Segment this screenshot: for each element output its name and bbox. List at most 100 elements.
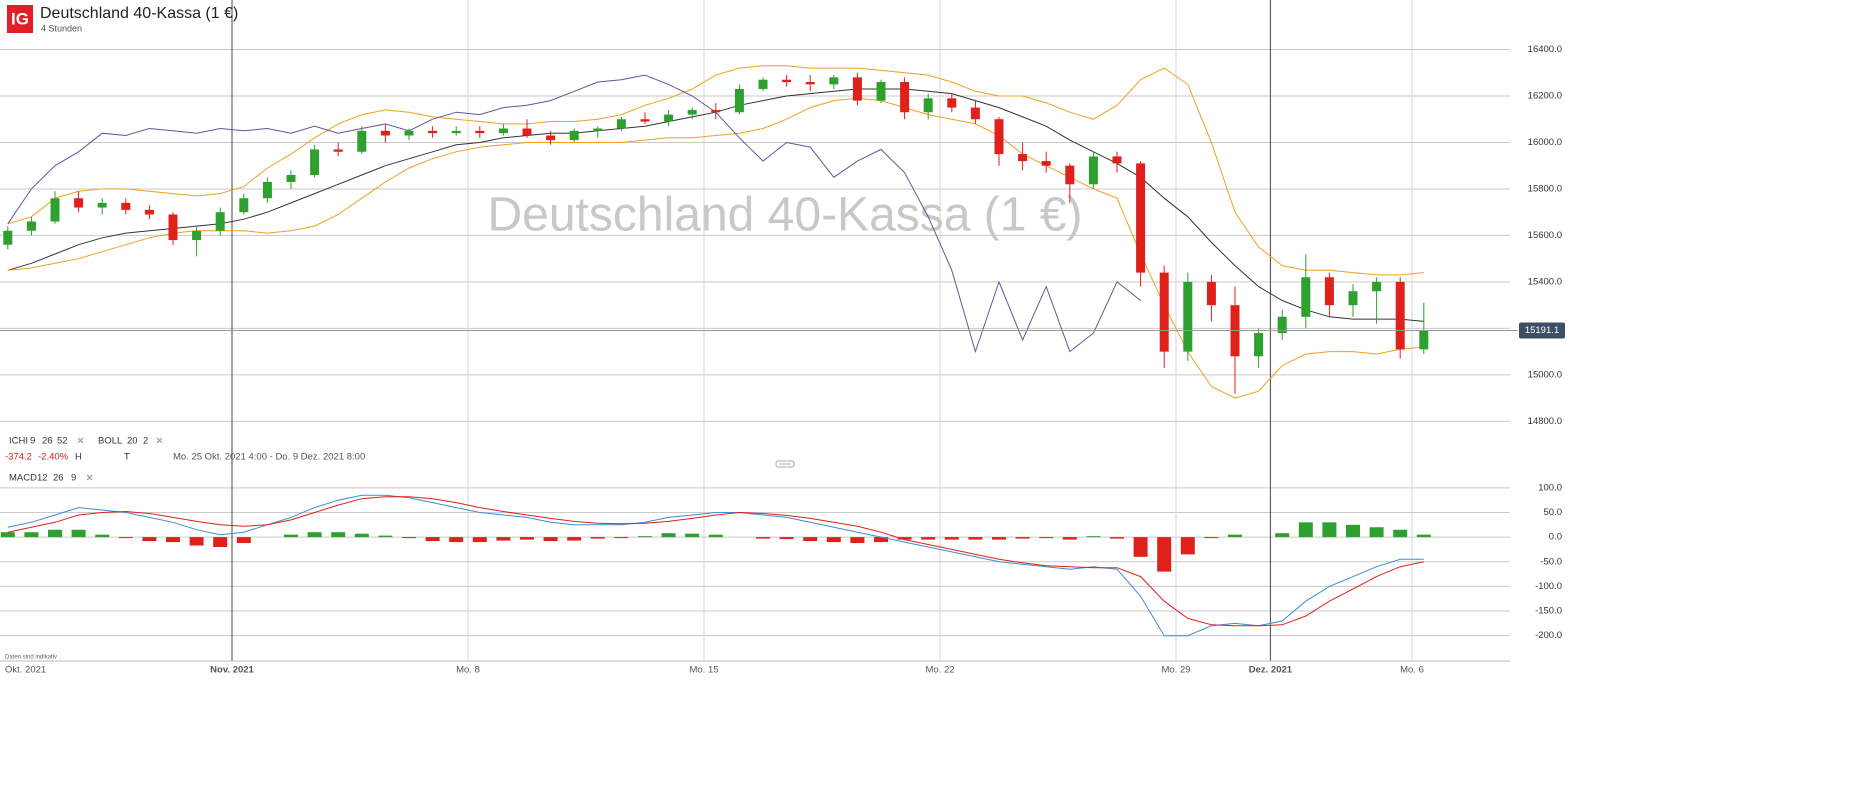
y-tick-label: 50.0	[1544, 507, 1563, 518]
candle-body	[758, 79, 768, 89]
remove-indicator[interactable]	[156, 437, 163, 444]
candle-body	[852, 77, 862, 101]
histogram-bar	[472, 537, 487, 543]
histogram-bar	[968, 537, 983, 540]
histogram-bar	[1346, 524, 1360, 538]
candle-body	[404, 130, 414, 136]
candle-body	[286, 175, 296, 182]
y-tick-label: 16000.0	[1528, 137, 1562, 148]
histogram-bar	[71, 529, 86, 538]
candle-body	[1348, 291, 1358, 306]
candle-body	[640, 119, 650, 122]
indicator-param: 52	[57, 436, 68, 447]
histogram-bar	[213, 537, 228, 547]
histogram-bar	[166, 537, 180, 543]
candle-body	[1041, 161, 1051, 166]
candle-body	[1324, 277, 1334, 306]
x-tick-label: Mo. 29	[1161, 665, 1190, 676]
macd-line	[7, 494, 1424, 637]
remove-indicator[interactable]	[77, 437, 84, 444]
histogram-bar	[354, 533, 369, 538]
candle-body	[900, 82, 910, 113]
histogram-bar	[331, 532, 346, 538]
histogram-bar	[543, 537, 558, 542]
candle-body	[1395, 281, 1405, 350]
candle-body	[734, 89, 744, 113]
histogram-bar	[449, 537, 464, 543]
x-tick-label: Mo. 6	[1400, 665, 1424, 676]
indicator-param: 9	[30, 436, 35, 447]
candle-body	[262, 181, 272, 199]
histogram-bar	[992, 537, 1006, 540]
candle-body	[1301, 277, 1311, 317]
panel-resize-handle[interactable]	[775, 460, 795, 468]
candle-body	[994, 119, 1004, 155]
histogram-bar	[0, 532, 15, 538]
candle-body	[522, 128, 532, 136]
candle-body	[97, 202, 107, 208]
histogram-bar	[779, 537, 794, 540]
candle-body	[546, 135, 556, 141]
candle-body	[451, 130, 461, 134]
histogram-bar	[236, 537, 251, 544]
x-tick-label: Dez. 2021	[1249, 665, 1293, 676]
candle-body	[1183, 281, 1193, 352]
candle-body	[876, 82, 886, 101]
candle-body	[1018, 154, 1028, 162]
y-tick-label: 15400.0	[1528, 276, 1562, 287]
histogram-bar	[1298, 522, 1313, 538]
histogram-bar	[590, 537, 605, 539]
candle-body	[357, 130, 367, 152]
candle-body	[1065, 165, 1075, 185]
change-percent: -2.40%	[38, 452, 69, 463]
watermark: Deutschland 40-Kassa (1 €)	[488, 189, 1083, 242]
candle-body	[1277, 316, 1287, 334]
y-tick-label: 16200.0	[1528, 90, 1562, 101]
histogram-bar	[921, 537, 936, 540]
y-tick-label: 15600.0	[1528, 230, 1562, 241]
y-tick-label: 100.0	[1538, 482, 1562, 493]
candle-body	[26, 221, 36, 231]
y-tick-label: 16400.0	[1528, 44, 1562, 55]
y-tick-label: -50.0	[1540, 556, 1562, 567]
low-label: T	[124, 452, 130, 463]
indicator-param: 9	[71, 473, 76, 484]
logo-text: IG	[11, 9, 29, 28]
remove-indicator[interactable]	[86, 474, 93, 481]
candle-body	[923, 98, 933, 113]
indicator-param: 26	[42, 436, 53, 447]
histogram-bar	[496, 537, 511, 541]
candle-body	[74, 198, 84, 208]
histogram-bar	[520, 537, 534, 540]
candle-body	[782, 79, 792, 83]
histogram-bar	[48, 529, 62, 538]
histogram-bar	[1086, 536, 1101, 538]
histogram-bar	[307, 532, 322, 538]
candle-body	[1254, 333, 1264, 357]
candle-body	[475, 130, 485, 134]
candle-body	[380, 130, 390, 136]
indicator-param: 12	[37, 473, 48, 484]
candle-body	[168, 214, 178, 241]
y-tick-label: -150.0	[1535, 606, 1562, 617]
candle-body	[239, 198, 249, 213]
candle-body	[333, 149, 343, 152]
histogram-bar	[1015, 537, 1030, 539]
histogram-bar	[756, 537, 770, 539]
x-tick-label: Mo. 22	[925, 665, 954, 676]
histogram-bar	[567, 537, 582, 541]
last-price-label: 15191.1	[1525, 325, 1559, 336]
candle-body	[1206, 281, 1216, 306]
candle-body	[616, 119, 626, 129]
histogram-bar	[826, 537, 841, 543]
last-price-box	[1519, 322, 1565, 339]
y-tick-label: -100.0	[1535, 581, 1562, 592]
candle-body	[1136, 163, 1146, 273]
y-tick-label: 0.0	[1549, 532, 1562, 543]
candle-body	[121, 202, 131, 210]
histogram-bar	[850, 537, 865, 544]
histogram-bar	[1416, 534, 1431, 538]
candle-body	[3, 230, 13, 245]
